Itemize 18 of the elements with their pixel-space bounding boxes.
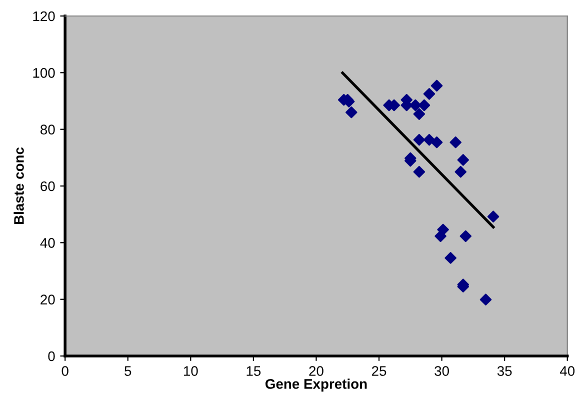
x-tick-label: 15 [246,366,261,376]
y-tick-label: 60 [40,181,55,192]
y-axis-title: Blaste conc [14,147,24,224]
x-tick-label: 40 [560,366,575,376]
x-tick-label: 0 [62,366,68,376]
x-tick-label: 25 [372,366,386,376]
x-tick-label: 35 [497,366,512,376]
x-tick-label: 10 [184,366,198,376]
y-tick-label: 100 [33,68,55,78]
x-tick-label: 5 [124,366,132,376]
y-tick-label: 20 [40,294,55,305]
x-axis-title: Gene Expretion [265,378,367,392]
y-tick-label: 120 [33,11,55,22]
y-tick-label: 80 [40,124,55,135]
y-tick-label: 40 [40,238,55,248]
y-tick-label: 0 [48,351,55,362]
x-tick-label: 20 [309,366,324,376]
x-tick-label: 30 [434,366,449,376]
